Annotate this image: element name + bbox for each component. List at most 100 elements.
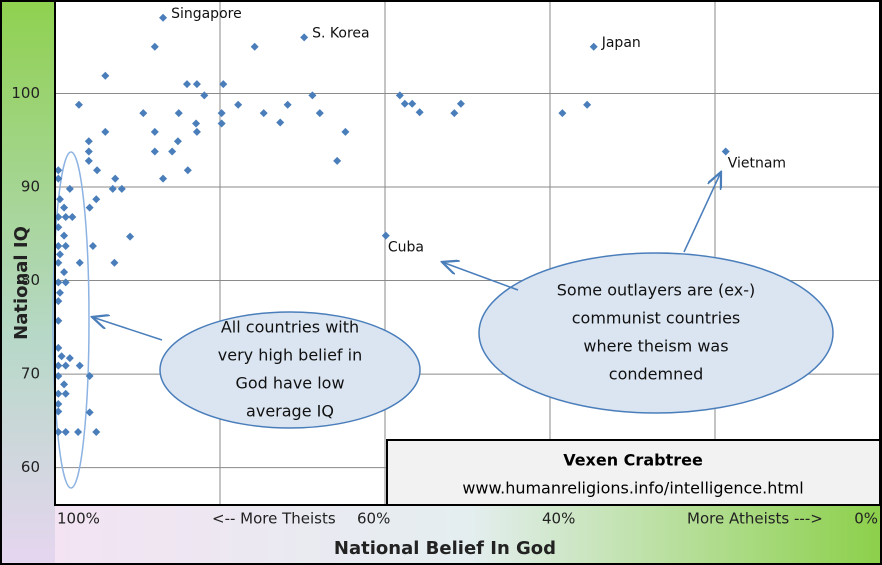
point [68, 212, 77, 221]
point [54, 212, 63, 221]
callout-arrow [92, 317, 163, 341]
point [92, 428, 101, 437]
point [61, 278, 70, 287]
point [217, 119, 226, 128]
callout-text: average IQ [246, 402, 334, 421]
point [75, 258, 84, 267]
callout-bubble [478, 252, 834, 414]
callout-arrow [442, 262, 519, 291]
point [54, 297, 63, 306]
point [60, 231, 69, 240]
point [276, 118, 285, 127]
y-tick-label: 60 [21, 458, 40, 476]
point [415, 108, 424, 117]
point [84, 147, 93, 156]
callout-text: God have low [235, 374, 344, 393]
point [84, 137, 93, 146]
point [395, 91, 404, 100]
point [150, 147, 159, 156]
point [450, 109, 459, 118]
point [85, 371, 94, 380]
point [200, 91, 209, 100]
point [54, 241, 63, 250]
callout-text: communist countries [572, 309, 741, 328]
point-label: Cuba [388, 240, 424, 256]
point [54, 343, 63, 352]
callout-arrow [683, 172, 721, 253]
point [85, 203, 94, 212]
point [55, 195, 64, 204]
source-author: Vexen Crabtree [563, 451, 703, 470]
y-axis-panel [0, 0, 55, 565]
point [65, 354, 74, 363]
point [159, 174, 168, 183]
point [283, 100, 292, 109]
point [54, 361, 63, 370]
callout-text: very high belief in [218, 346, 362, 365]
point [92, 195, 101, 204]
point [88, 241, 97, 250]
point [300, 33, 309, 42]
point [61, 389, 70, 398]
point [173, 137, 182, 146]
callout-bubble [159, 311, 421, 429]
point [192, 80, 201, 89]
point [219, 80, 228, 89]
point [308, 91, 317, 100]
callout-text: where theism was [583, 337, 728, 356]
point [174, 109, 183, 118]
point-label: Singapore [171, 6, 242, 22]
point [57, 352, 66, 361]
point [101, 71, 110, 80]
point [60, 203, 69, 212]
x-tick-label: 60% [357, 510, 390, 528]
x-tick-label: More Atheists ---> [687, 510, 823, 528]
point [192, 119, 201, 128]
callout-text: condemned [609, 365, 703, 384]
point [341, 127, 350, 136]
callout-text: All countries with [221, 318, 359, 337]
point [456, 99, 465, 108]
point [74, 100, 83, 109]
y-axis-title: National IQ [11, 226, 32, 340]
point [333, 156, 342, 165]
point-label: Vietnam [728, 156, 786, 172]
point-label: S. Korea [312, 25, 369, 41]
point [65, 184, 74, 193]
point [54, 428, 63, 437]
x-tick-label: 0% [854, 510, 878, 528]
y-tick-label: 90 [21, 178, 40, 196]
point [85, 408, 94, 417]
point [61, 241, 70, 250]
point [250, 42, 259, 51]
point [589, 42, 598, 51]
y-tick-label: 70 [21, 365, 40, 383]
point [259, 109, 268, 118]
callout-text: Some outlayers are (ex-) [557, 281, 755, 300]
point [159, 13, 168, 22]
point [183, 166, 192, 175]
point [110, 258, 119, 267]
point [139, 109, 148, 118]
point [54, 316, 63, 325]
x-tick-label: 40% [542, 510, 575, 528]
point [234, 100, 243, 109]
point [54, 400, 63, 408]
x-axis-panel [55, 505, 882, 565]
point-label: Japan [601, 35, 641, 51]
point [101, 127, 110, 136]
point [150, 127, 159, 136]
point [54, 389, 63, 398]
point [61, 212, 70, 221]
point [54, 407, 63, 416]
point [721, 147, 730, 156]
y-tick-label: 100 [11, 84, 40, 102]
point [111, 174, 120, 183]
point [54, 174, 63, 183]
point [400, 99, 409, 108]
point [54, 258, 63, 267]
point [84, 156, 93, 165]
point [150, 42, 159, 51]
